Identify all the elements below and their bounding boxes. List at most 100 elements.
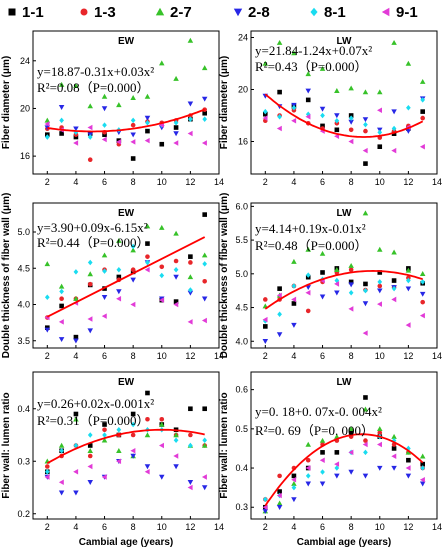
data-point <box>201 96 208 102</box>
data-point <box>130 247 136 253</box>
panel-title: LW <box>337 377 353 388</box>
series-2-8 <box>44 260 208 344</box>
data-point <box>202 261 208 267</box>
x-tick-label: 4 <box>291 522 296 532</box>
data-point <box>130 411 136 417</box>
x-tick-label: 2 <box>45 522 50 532</box>
data-point <box>334 267 340 272</box>
data-point <box>44 474 50 480</box>
data-point <box>363 449 368 456</box>
data-point <box>363 281 368 287</box>
data-point <box>44 125 51 131</box>
data-point <box>334 290 340 296</box>
x-tick-label: 14 <box>432 351 442 361</box>
panel-title: EW <box>118 36 135 47</box>
data-point <box>362 473 369 479</box>
data-point <box>291 301 297 306</box>
fit-r-squared: R²=0.44（P=0.000） <box>37 235 149 250</box>
data-point <box>101 252 108 258</box>
x-tick-label: 4 <box>73 177 78 187</box>
y-axis-title: Fiber wall: lumen ratio <box>1 392 12 498</box>
data-point <box>319 250 326 256</box>
data-point <box>420 279 426 285</box>
data-point <box>362 406 369 412</box>
x-tick-label: 8 <box>131 177 136 187</box>
data-point <box>145 259 150 266</box>
data-point <box>116 102 122 108</box>
y-tick-label: 24 <box>238 33 248 43</box>
data-point <box>159 297 164 303</box>
data-point <box>173 464 179 470</box>
data-point <box>291 480 297 486</box>
data-point <box>58 337 65 343</box>
legend-label: 2-7 <box>170 4 192 21</box>
data-point <box>159 224 165 230</box>
data-point <box>305 285 311 291</box>
data-point <box>187 130 193 137</box>
data-point <box>291 104 297 111</box>
data-point <box>201 474 207 480</box>
data-point <box>391 39 397 45</box>
data-point <box>102 432 107 438</box>
data-point <box>291 477 297 483</box>
data-point <box>348 282 354 288</box>
data-point <box>45 464 50 469</box>
data-point <box>348 430 354 436</box>
data-point <box>187 274 194 280</box>
data-point <box>130 432 136 438</box>
data-point <box>201 442 208 448</box>
data-point <box>101 474 107 480</box>
data-point <box>58 479 64 486</box>
data-point <box>188 406 193 412</box>
data-point <box>406 277 411 284</box>
data-point <box>362 117 369 123</box>
data-point <box>277 89 282 95</box>
legend-label: 1-3 <box>94 4 116 21</box>
data-point <box>377 288 383 294</box>
data-point <box>377 430 383 436</box>
y-axis-title: Double thickness of fiber wall (μm) <box>1 193 12 359</box>
data-point <box>363 438 368 443</box>
series-1-3 <box>263 430 425 502</box>
y-tick-label: 0.4 <box>235 463 248 473</box>
data-point <box>130 447 136 454</box>
data-point <box>130 301 136 308</box>
fit-r-squared: R²=0.31（P=0.000） <box>37 413 149 428</box>
data-point <box>291 258 297 264</box>
data-point <box>130 421 136 428</box>
data-point <box>173 299 179 304</box>
y-tick-label: 4.0 <box>235 336 248 346</box>
data-point <box>130 117 136 124</box>
data-point <box>73 269 79 275</box>
data-point <box>334 465 340 471</box>
data-point <box>87 281 93 287</box>
series-2-7 <box>262 406 426 514</box>
data-point <box>130 139 136 145</box>
data-point <box>58 490 65 496</box>
data-point <box>348 469 354 475</box>
data-point <box>420 97 426 103</box>
data-point <box>44 294 50 301</box>
data-point <box>320 112 325 119</box>
data-point <box>130 122 136 128</box>
fit-curve <box>264 269 423 310</box>
data-point <box>405 465 411 471</box>
data-point <box>377 441 382 448</box>
data-point <box>44 134 50 140</box>
data-point <box>305 71 311 77</box>
data-point <box>377 246 383 252</box>
data-point <box>173 432 179 438</box>
y-tick-label: 0.5 <box>235 424 248 434</box>
data-point <box>391 278 397 283</box>
data-point <box>159 442 164 449</box>
data-point <box>116 289 122 295</box>
y-axis-title: Fiber diameter (μm) <box>1 56 12 149</box>
data-point <box>144 115 151 121</box>
data-point <box>348 115 354 121</box>
fit-r-squared: R²=0.08（P=0.000） <box>37 80 149 95</box>
data-point <box>144 223 151 229</box>
data-point <box>187 480 194 486</box>
plot-frame <box>32 30 220 175</box>
data-point <box>173 266 179 273</box>
legend-marker <box>8 8 16 16</box>
